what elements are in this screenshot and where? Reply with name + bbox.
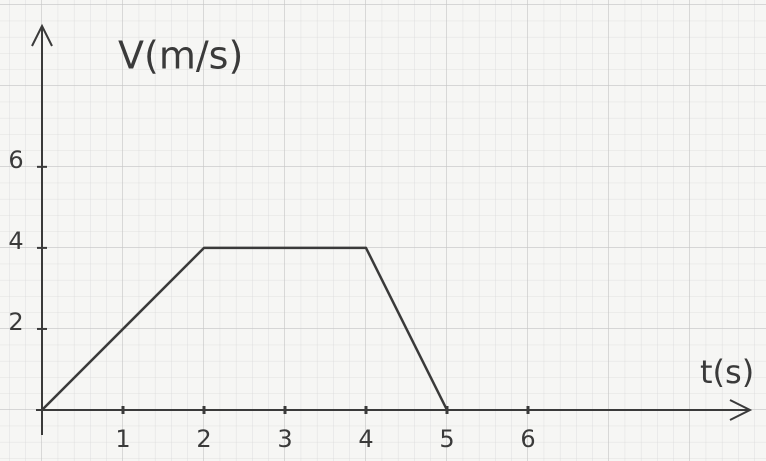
x-tick-label: 3: [277, 425, 292, 453]
y-tick-label: 6: [8, 146, 23, 174]
x-tick-label: 2: [196, 425, 211, 453]
x-axis-label: t(s): [700, 353, 754, 391]
page: V(m/s) t(s) 123456246 (() => { const dat…: [0, 0, 766, 461]
x-tick-label: 6: [520, 425, 535, 453]
y-axis-label: V(m/s): [118, 34, 243, 78]
y-tick-label: 2: [8, 308, 23, 336]
x-tick-label: 1: [115, 425, 130, 453]
x-tick-label: 4: [358, 425, 373, 453]
y-tick-label: 4: [8, 227, 23, 255]
grid-paper-major: [0, 0, 766, 461]
chart: V(m/s) t(s) 1 2 3 4 5 6 2 4 6: [0, 0, 766, 461]
x-tick-label: 5: [439, 425, 454, 453]
